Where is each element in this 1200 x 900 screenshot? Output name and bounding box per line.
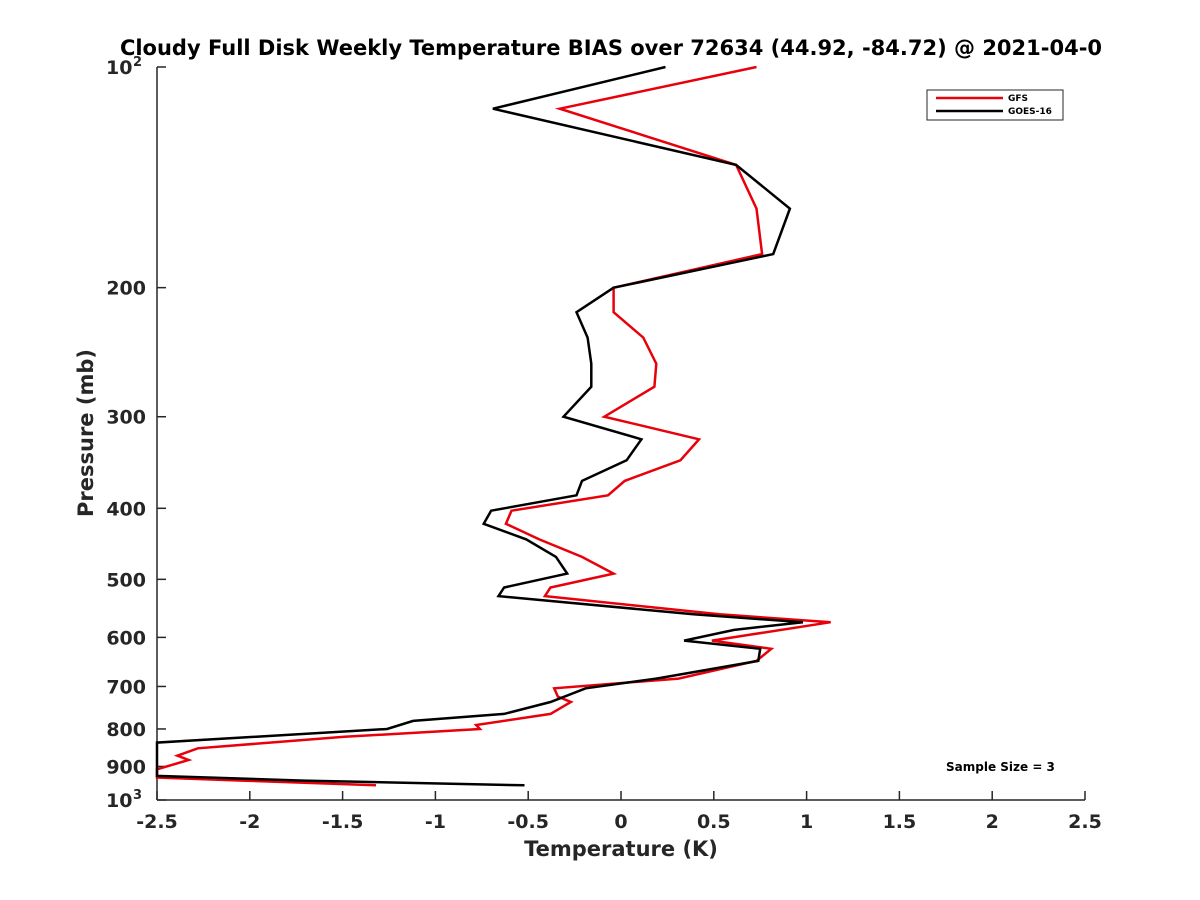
y-tick-label: 200 xyxy=(106,278,146,300)
x-tick-label: 1.5 xyxy=(883,811,917,833)
x-tick-label: 1 xyxy=(800,811,813,833)
series-line-goes16 xyxy=(155,65,804,787)
legend-label-goes16: GOES-16 xyxy=(1008,107,1052,117)
y-tick-label: 700 xyxy=(106,676,146,698)
x-tick-label: -1 xyxy=(425,811,446,833)
x-tick-label: -2.5 xyxy=(136,811,178,833)
x-tick-label: -0.5 xyxy=(507,811,549,833)
x-tick-label: 2 xyxy=(986,811,999,833)
legend-label-gfs: GFS xyxy=(1008,94,1028,104)
y-tick-exponent: 2 xyxy=(133,55,142,70)
axes: -2.5 -2 -1.5 -1 -0.5 0 0.5 1 1.5 2 2.510 2200300400… xyxy=(106,55,1102,833)
y-tick-label: 900 xyxy=(106,756,146,778)
y-tick-label: 500 xyxy=(106,569,146,591)
series-line-gfs xyxy=(155,65,831,787)
y-axis-label: Pressure (mb) xyxy=(74,349,98,517)
legend: GFS GOES-16 xyxy=(926,89,1064,121)
x-tick-label: -2 xyxy=(239,811,260,833)
y-tick-label: 400 xyxy=(106,498,146,520)
x-tick-label: 0.5 xyxy=(697,811,731,833)
x-tick-label: 2.5 xyxy=(1068,811,1102,833)
y-tick-label: 800 xyxy=(106,719,146,741)
chart-title: Cloudy Full Disk Weekly Temperature BIAS… xyxy=(120,36,1102,60)
y-tick-label: 300 xyxy=(106,407,146,429)
x-axis-label: Temperature (K) xyxy=(524,837,718,861)
y-tick-label: 10 xyxy=(106,57,132,79)
x-tick-label: -1.5 xyxy=(322,811,364,833)
y-tick-label: 600 xyxy=(106,627,146,649)
series-layer xyxy=(155,65,831,787)
y-tick-label: 10 xyxy=(106,790,132,812)
x-tick-label: 0 xyxy=(614,811,627,833)
sample-size-annotation: Sample Size = 3 xyxy=(946,760,1055,774)
y-tick-exponent: 3 xyxy=(133,788,142,803)
legend-box xyxy=(926,89,1064,121)
